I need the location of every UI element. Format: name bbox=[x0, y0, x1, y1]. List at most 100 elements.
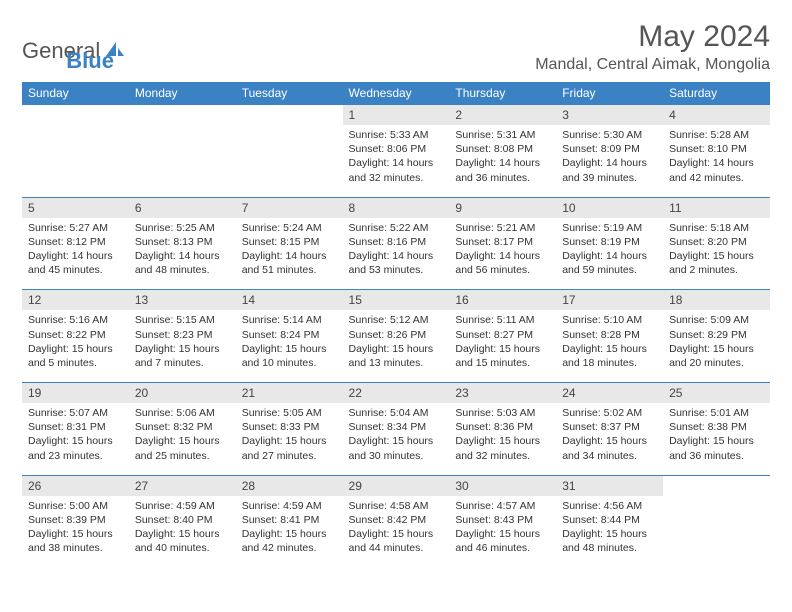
day-number: 17 bbox=[562, 293, 575, 307]
day-detail-cell: Sunrise: 4:58 AMSunset: 8:42 PMDaylight:… bbox=[343, 496, 450, 568]
sunrise-line: Sunrise: 5:27 AM bbox=[28, 221, 123, 235]
day-number-cell: 10 bbox=[556, 197, 663, 218]
day-number: 8 bbox=[349, 201, 356, 215]
day-number-cell: 30 bbox=[449, 475, 556, 496]
sunset-line: Sunset: 8:28 PM bbox=[562, 328, 657, 342]
daylight-line: Daylight: 15 hours and 48 minutes. bbox=[562, 527, 657, 555]
day-detail-cell: Sunrise: 5:27 AMSunset: 8:12 PMDaylight:… bbox=[22, 218, 129, 290]
day-number-cell: 24 bbox=[556, 383, 663, 404]
sunrise-line: Sunrise: 5:00 AM bbox=[28, 499, 123, 513]
day-detail-cell: Sunrise: 5:19 AMSunset: 8:19 PMDaylight:… bbox=[556, 218, 663, 290]
sunrise-line: Sunrise: 5:03 AM bbox=[455, 406, 550, 420]
sunset-line: Sunset: 8:12 PM bbox=[28, 235, 123, 249]
day-number: 9 bbox=[455, 201, 462, 215]
sunrise-line: Sunrise: 5:14 AM bbox=[242, 313, 337, 327]
sunrise-line: Sunrise: 5:18 AM bbox=[669, 221, 764, 235]
day-detail-cell: Sunrise: 4:59 AMSunset: 8:41 PMDaylight:… bbox=[236, 496, 343, 568]
day-number: 29 bbox=[349, 479, 362, 493]
sunrise-line: Sunrise: 4:57 AM bbox=[455, 499, 550, 513]
sunset-line: Sunset: 8:39 PM bbox=[28, 513, 123, 527]
day-detail-cell: Sunrise: 5:24 AMSunset: 8:15 PMDaylight:… bbox=[236, 218, 343, 290]
day-number-cell: 17 bbox=[556, 290, 663, 311]
sunset-line: Sunset: 8:41 PM bbox=[242, 513, 337, 527]
day-detail-cell: Sunrise: 4:59 AMSunset: 8:40 PMDaylight:… bbox=[129, 496, 236, 568]
day-number-cell: 2 bbox=[449, 105, 556, 126]
day-detail-cell: Sunrise: 5:25 AMSunset: 8:13 PMDaylight:… bbox=[129, 218, 236, 290]
week-3-detail-row: Sunrise: 5:07 AMSunset: 8:31 PMDaylight:… bbox=[22, 403, 770, 475]
sunset-line: Sunset: 8:10 PM bbox=[669, 142, 764, 156]
sunrise-line: Sunrise: 5:24 AM bbox=[242, 221, 337, 235]
sunset-line: Sunset: 8:32 PM bbox=[135, 420, 230, 434]
day-number-cell bbox=[22, 105, 129, 126]
sunrise-line: Sunrise: 5:21 AM bbox=[455, 221, 550, 235]
calendar-table: SundayMondayTuesdayWednesdayThursdayFrid… bbox=[22, 82, 770, 567]
day-detail-cell: Sunrise: 5:01 AMSunset: 8:38 PMDaylight:… bbox=[663, 403, 770, 475]
daylight-line: Daylight: 15 hours and 2 minutes. bbox=[669, 249, 764, 277]
day-number-cell: 19 bbox=[22, 383, 129, 404]
sunset-line: Sunset: 8:08 PM bbox=[455, 142, 550, 156]
day-number-cell: 25 bbox=[663, 383, 770, 404]
day-number-cell: 26 bbox=[22, 475, 129, 496]
week-1-daynum-row: 567891011 bbox=[22, 197, 770, 218]
daylight-line: Daylight: 14 hours and 42 minutes. bbox=[669, 156, 764, 184]
daylight-line: Daylight: 15 hours and 25 minutes. bbox=[135, 434, 230, 462]
sunset-line: Sunset: 8:06 PM bbox=[349, 142, 444, 156]
daylight-line: Daylight: 15 hours and 34 minutes. bbox=[562, 434, 657, 462]
day-detail-cell bbox=[22, 125, 129, 197]
page-header: General Blue May 2024 Mandal, Central Ai… bbox=[22, 20, 770, 74]
day-number-cell: 1 bbox=[343, 105, 450, 126]
sunrise-line: Sunrise: 5:02 AM bbox=[562, 406, 657, 420]
sunrise-line: Sunrise: 5:11 AM bbox=[455, 313, 550, 327]
sunset-line: Sunset: 8:24 PM bbox=[242, 328, 337, 342]
day-detail-cell: Sunrise: 5:15 AMSunset: 8:23 PMDaylight:… bbox=[129, 310, 236, 382]
sunset-line: Sunset: 8:29 PM bbox=[669, 328, 764, 342]
day-number: 5 bbox=[28, 201, 35, 215]
day-number-cell: 31 bbox=[556, 475, 663, 496]
day-number-cell: 13 bbox=[129, 290, 236, 311]
day-number: 10 bbox=[562, 201, 575, 215]
sunset-line: Sunset: 8:20 PM bbox=[669, 235, 764, 249]
daylight-line: Daylight: 15 hours and 7 minutes. bbox=[135, 342, 230, 370]
daylight-line: Daylight: 14 hours and 51 minutes. bbox=[242, 249, 337, 277]
daylight-line: Daylight: 15 hours and 13 minutes. bbox=[349, 342, 444, 370]
sunrise-line: Sunrise: 5:09 AM bbox=[669, 313, 764, 327]
brand-part2: Blue bbox=[66, 48, 114, 74]
day-number: 2 bbox=[455, 108, 462, 122]
day-number: 14 bbox=[242, 293, 255, 307]
day-number-cell: 23 bbox=[449, 383, 556, 404]
day-detail-cell: Sunrise: 5:14 AMSunset: 8:24 PMDaylight:… bbox=[236, 310, 343, 382]
daylight-line: Daylight: 15 hours and 40 minutes. bbox=[135, 527, 230, 555]
day-header-row: SundayMondayTuesdayWednesdayThursdayFrid… bbox=[22, 82, 770, 105]
sunrise-line: Sunrise: 4:59 AM bbox=[135, 499, 230, 513]
day-detail-cell: Sunrise: 5:18 AMSunset: 8:20 PMDaylight:… bbox=[663, 218, 770, 290]
day-number: 7 bbox=[242, 201, 249, 215]
day-header-saturday: Saturday bbox=[663, 82, 770, 105]
day-number: 25 bbox=[669, 386, 682, 400]
daylight-line: Daylight: 15 hours and 44 minutes. bbox=[349, 527, 444, 555]
sunset-line: Sunset: 8:33 PM bbox=[242, 420, 337, 434]
sunrise-line: Sunrise: 5:06 AM bbox=[135, 406, 230, 420]
day-number-cell: 21 bbox=[236, 383, 343, 404]
day-number-cell: 14 bbox=[236, 290, 343, 311]
calendar-body: 1234 Sunrise: 5:33 AMSunset: 8:06 PMDayl… bbox=[22, 105, 770, 568]
sunrise-line: Sunrise: 5:15 AM bbox=[135, 313, 230, 327]
sunset-line: Sunset: 8:43 PM bbox=[455, 513, 550, 527]
sunrise-line: Sunrise: 5:28 AM bbox=[669, 128, 764, 142]
day-number: 18 bbox=[669, 293, 682, 307]
day-detail-cell: Sunrise: 5:22 AMSunset: 8:16 PMDaylight:… bbox=[343, 218, 450, 290]
day-number: 3 bbox=[562, 108, 569, 122]
daylight-line: Daylight: 14 hours and 56 minutes. bbox=[455, 249, 550, 277]
day-detail-cell: Sunrise: 5:00 AMSunset: 8:39 PMDaylight:… bbox=[22, 496, 129, 568]
daylight-line: Daylight: 15 hours and 27 minutes. bbox=[242, 434, 337, 462]
week-2-detail-row: Sunrise: 5:16 AMSunset: 8:22 PMDaylight:… bbox=[22, 310, 770, 382]
daylight-line: Daylight: 15 hours and 30 minutes. bbox=[349, 434, 444, 462]
sunrise-line: Sunrise: 5:31 AM bbox=[455, 128, 550, 142]
sunset-line: Sunset: 8:34 PM bbox=[349, 420, 444, 434]
day-number: 30 bbox=[455, 479, 468, 493]
brand-logo: General Blue bbox=[22, 28, 114, 74]
week-0-daynum-row: 1234 bbox=[22, 105, 770, 126]
daylight-line: Daylight: 15 hours and 46 minutes. bbox=[455, 527, 550, 555]
day-number: 19 bbox=[28, 386, 41, 400]
week-4-detail-row: Sunrise: 5:00 AMSunset: 8:39 PM Daylight:… bbox=[22, 496, 770, 568]
sunrise-line: Sunrise: 5:05 AM bbox=[242, 406, 337, 420]
